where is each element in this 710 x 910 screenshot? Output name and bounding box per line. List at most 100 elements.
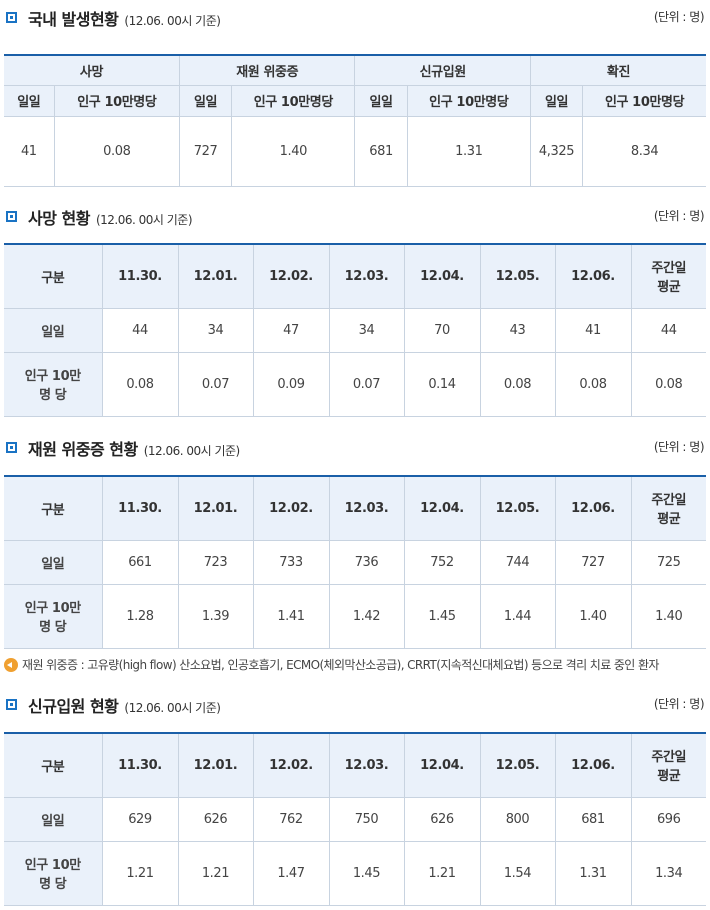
speaker-icon <box>4 658 18 672</box>
cell: 44 <box>101 307 179 353</box>
admissions-section-header: 신규입원 현황 (12.06. 00시 기준) (단위 : 명) <box>6 693 708 717</box>
group-header: 재원 위중증 <box>178 54 356 86</box>
date-header: 12.02. <box>252 732 330 798</box>
cell: 725 <box>630 539 706 585</box>
cell: 723 <box>177 539 254 585</box>
critical-table: 구분 11.30. 12.01. 12.02. 12.03. 12.04. 12… <box>4 475 706 649</box>
cell: 750 <box>328 796 405 842</box>
cell: 1.34 <box>630 840 706 906</box>
cell: 44 <box>630 307 706 353</box>
date-header: 12.01. <box>177 475 254 541</box>
unit-label: (단위 : 명) <box>653 209 705 223</box>
cell: 70 <box>403 307 481 353</box>
group-header: 사망 <box>4 54 180 86</box>
sub-header: 인구 10만명당 <box>53 84 180 117</box>
section-basis: (12.06. 00시 기준) <box>95 213 193 227</box>
cell: 744 <box>479 539 556 585</box>
date-header: 12.03. <box>328 732 405 798</box>
cell: 47 <box>252 307 330 353</box>
cell: 626 <box>403 796 481 842</box>
critical-section-header: 재원 위중증 현황 (12.06. 00시 기준) (단위 : 명) <box>6 436 708 460</box>
cell: 736 <box>328 539 405 585</box>
section-title: 국내 발생현황 (12.06. 00시 기준) <box>28 10 221 29</box>
weekly-average-header: 주간일 평균 <box>630 475 706 541</box>
section-bullet-icon <box>6 442 17 453</box>
date-header: 12.03. <box>328 475 405 541</box>
cell: 727 <box>554 539 632 585</box>
cell: 800 <box>479 796 556 842</box>
sub-header: 일일 <box>178 84 233 117</box>
cell: 41 <box>4 115 55 187</box>
date-header: 12.06. <box>554 475 632 541</box>
cell: 1.31 <box>554 840 632 906</box>
date-header: 12.02. <box>252 243 330 309</box>
cell: 1.45 <box>403 583 481 649</box>
sub-header: 일일 <box>4 84 55 117</box>
sub-header: 인구 10만명당 <box>582 84 706 117</box>
date-header: 12.04. <box>403 243 481 309</box>
sub-header: 인구 10만명당 <box>406 84 531 117</box>
cell: 1.42 <box>328 583 405 649</box>
cell: 1.40 <box>630 583 706 649</box>
cell: 4,325 <box>529 115 584 187</box>
date-header: 12.01. <box>177 732 254 798</box>
section-title: 사망 현황 (12.06. 00시 기준) <box>28 209 193 228</box>
row-label: 인구 10만 명 당 <box>4 583 103 649</box>
date-header: 12.02. <box>252 475 330 541</box>
cell: 733 <box>252 539 330 585</box>
cell: 0.08 <box>101 351 179 417</box>
row-header-label: 구분 <box>4 475 103 541</box>
cell: 8.34 <box>582 115 706 187</box>
cell: 1.40 <box>554 583 632 649</box>
date-header: 12.03. <box>328 243 405 309</box>
deaths-section-header: 사망 현황 (12.06. 00시 기준) (단위 : 명) <box>6 205 708 229</box>
section-title: 신규입원 현황 (12.06. 00시 기준) <box>28 697 221 716</box>
unit-label: (단위 : 명) <box>653 697 705 711</box>
row-label: 일일 <box>4 539 103 585</box>
section-basis: (12.06. 00시 기준) <box>124 701 221 715</box>
sub-header: 인구 10만명당 <box>231 84 356 117</box>
cell: 1.41 <box>252 583 330 649</box>
cell: 762 <box>252 796 330 842</box>
cell: 696 <box>630 796 706 842</box>
unit-label: (단위 : 명) <box>653 440 705 454</box>
cell: 0.07 <box>328 351 405 417</box>
domestic-section-header: 국내 발생현황 (12.06. 00시 기준) (단위 : 명) <box>6 6 708 30</box>
deaths-table: 구분 11.30. 12.01. 12.02. 12.03. 12.04. 12… <box>4 243 706 417</box>
date-header: 11.30. <box>101 475 179 541</box>
date-header: 12.06. <box>554 732 632 798</box>
cell: 629 <box>101 796 179 842</box>
cell: 0.08 <box>479 351 556 417</box>
sub-header: 일일 <box>529 84 584 117</box>
section-title: 재원 위중증 현황 (12.06. 00시 기준) <box>28 440 241 459</box>
group-header: 확진 <box>529 54 706 86</box>
date-header: 12.04. <box>403 732 481 798</box>
sub-header: 일일 <box>354 84 408 117</box>
table-row: 41 0.08 727 1.40 681 1.31 4,325 8.34 <box>4 115 706 187</box>
cell: 727 <box>178 115 233 187</box>
cell: 1.28 <box>101 583 179 649</box>
group-header: 신규입원 <box>354 54 531 86</box>
row-label: 일일 <box>4 307 103 353</box>
cell: 1.40 <box>231 115 356 187</box>
section-bullet-icon <box>6 699 17 710</box>
cell: 0.08 <box>554 351 632 417</box>
cell: 1.21 <box>101 840 179 906</box>
date-header: 12.05. <box>479 243 556 309</box>
section-bullet-icon <box>6 12 17 23</box>
date-header: 12.05. <box>479 732 556 798</box>
date-header: 11.30. <box>101 732 179 798</box>
section-basis: (12.06. 00시 기준) <box>124 14 221 28</box>
cell: 1.54 <box>479 840 556 906</box>
cell: 626 <box>177 796 254 842</box>
cell: 43 <box>479 307 556 353</box>
table-row: 일일 661 723 733 736 752 744 727 725 <box>4 539 706 585</box>
table-row: 인구 10만 명 당 1.28 1.39 1.41 1.42 1.45 1.44 … <box>4 583 706 649</box>
section-basis: (12.06. 00시 기준) <box>143 444 241 458</box>
row-label: 일일 <box>4 796 103 842</box>
cell: 681 <box>354 115 408 187</box>
cell: 1.31 <box>406 115 531 187</box>
cell: 1.21 <box>403 840 481 906</box>
cell: 681 <box>554 796 632 842</box>
cell: 34 <box>177 307 254 353</box>
